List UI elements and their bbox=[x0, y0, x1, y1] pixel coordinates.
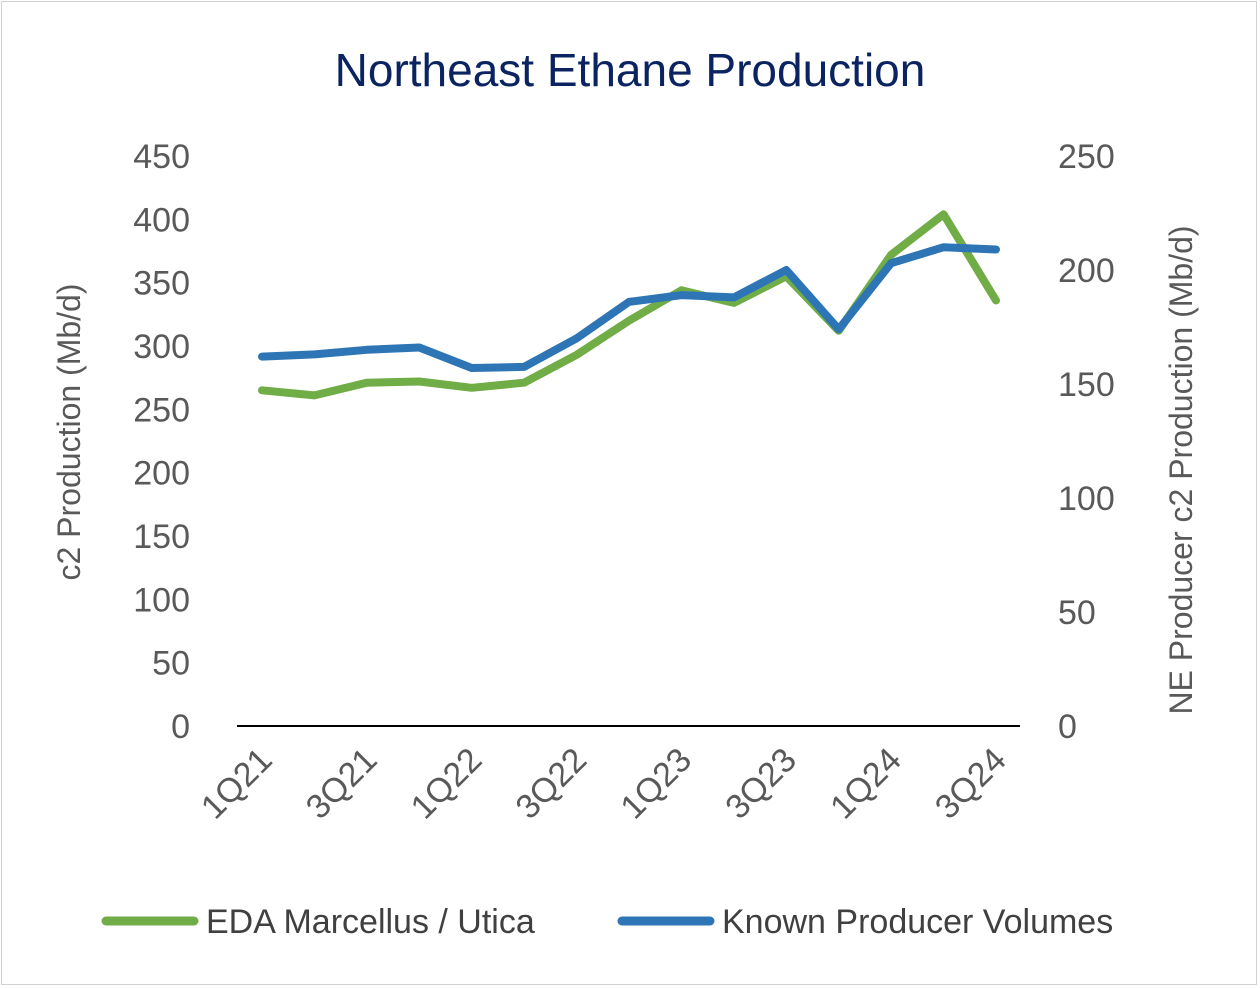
x-tick-label: 1Q24 bbox=[823, 741, 909, 827]
left-y-axis-ticks: 0 50 100 150 200 250 300 350 400 450 bbox=[133, 138, 190, 746]
legend-label: Known Producer Volumes bbox=[722, 903, 1113, 941]
series-line-known-producer-volumes bbox=[258, 243, 1000, 372]
left-y-tick-label: 300 bbox=[133, 328, 190, 366]
chart-title: Northeast Ethane Production bbox=[335, 44, 926, 96]
left-y-tick-label: 0 bbox=[171, 708, 190, 746]
x-tick-label: 3Q22 bbox=[509, 741, 595, 827]
right-y-tick-label: 100 bbox=[1058, 480, 1115, 518]
left-y-axis-label: c2 Production (Mb/d) bbox=[51, 283, 87, 580]
x-tick-label: 1Q23 bbox=[613, 741, 699, 827]
right-y-tick-label: 0 bbox=[1058, 708, 1077, 746]
x-tick-label: 1Q22 bbox=[404, 741, 490, 827]
right-y-tick-label: 150 bbox=[1058, 366, 1115, 404]
left-y-tick-label: 350 bbox=[133, 265, 190, 303]
right-y-tick-label: 250 bbox=[1058, 138, 1115, 176]
left-y-tick-label: 450 bbox=[133, 138, 190, 176]
left-y-tick-label: 200 bbox=[133, 455, 190, 493]
legend-label: EDA Marcellus / Utica bbox=[206, 903, 535, 941]
legend: EDA Marcellus / Utica Known Producer Volu… bbox=[101, 903, 1113, 941]
left-y-tick-label: 250 bbox=[133, 391, 190, 429]
series-group bbox=[258, 210, 1000, 400]
left-y-tick-label: 50 bbox=[152, 645, 190, 683]
x-axis-ticks: 1Q21 3Q21 1Q22 3Q22 1Q23 3Q23 1Q24 3Q24 bbox=[194, 741, 1014, 827]
right-y-axis-ticks: 0 50 100 150 200 250 bbox=[1058, 138, 1115, 746]
right-y-tick-label: 200 bbox=[1058, 252, 1115, 290]
x-tick-label: 3Q24 bbox=[928, 741, 1014, 827]
x-tick-label: 3Q21 bbox=[299, 741, 385, 827]
right-y-axis-label: NE Producer c2 Production (Mb/d) bbox=[1163, 225, 1199, 714]
x-tick-label: 1Q21 bbox=[194, 741, 280, 827]
x-tick-label: 3Q23 bbox=[718, 741, 804, 827]
left-y-tick-label: 100 bbox=[133, 581, 190, 619]
left-y-tick-label: 150 bbox=[133, 518, 190, 556]
right-y-tick-label: 50 bbox=[1058, 594, 1096, 632]
left-y-tick-label: 400 bbox=[133, 201, 190, 239]
